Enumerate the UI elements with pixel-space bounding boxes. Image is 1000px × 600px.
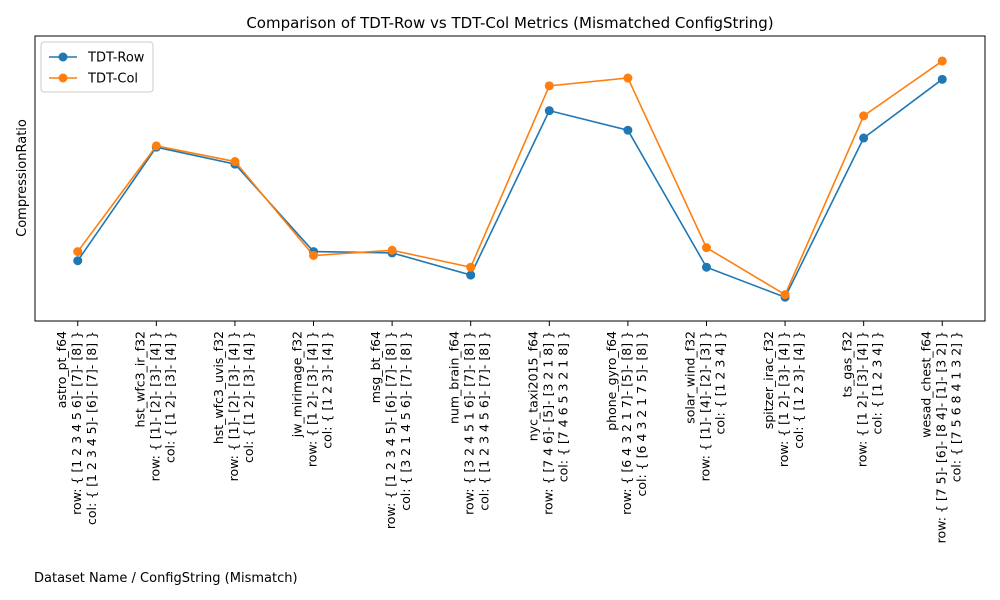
chart-title: Comparison of TDT-Row vs TDT-Col Metrics… bbox=[246, 14, 773, 32]
x-tick-label: spitzer_irac_f32row: { [1 2]- [3]- [4] }… bbox=[761, 331, 806, 467]
x-tick-label-line: nyc_taxi2015_f64 bbox=[525, 331, 540, 441]
x-tick-label-line: row: { [1]- [2]- [3]- [4] } bbox=[147, 331, 162, 481]
legend: TDT-Row TDT-Col bbox=[40, 41, 154, 93]
x-tick-label: num_brain_f64row: { [3 2 4 5 1 6]- [7]- … bbox=[447, 331, 492, 515]
x-tick-label: phone_gyro_f64row: { [6 4 3 2 1 7]- [5]-… bbox=[604, 331, 649, 515]
legend-marker bbox=[58, 52, 68, 62]
x-tick-label-line: phone_gyro_f64 bbox=[604, 331, 619, 431]
x-tick-label-line: row: { [1 2]- [3]- [4] } bbox=[305, 331, 320, 467]
data-point-tdt-col bbox=[780, 290, 790, 300]
data-point-tdt-col bbox=[151, 141, 161, 151]
x-tick-label-line: num_brain_f64 bbox=[447, 331, 462, 424]
data-point-tdt-row bbox=[466, 270, 476, 280]
data-point-tdt-row bbox=[937, 74, 947, 84]
x-tick-label-line: col: { [1 2 3 4 5]- [6]- [7]- [8] } bbox=[84, 331, 99, 525]
legend-entry: TDT-Col bbox=[87, 72, 138, 87]
x-tick-label: jw_mirimage_f32row: { [1 2]- [3]- [4] }c… bbox=[290, 331, 335, 467]
data-point-tdt-col bbox=[230, 157, 240, 167]
x-tick-label-line: col: { [1 2]- [3]- [4] } bbox=[241, 331, 256, 463]
x-tick-label-line: col: { [1 2 3 4] } bbox=[712, 331, 727, 435]
x-tick-label-line: jw_mirimage_f32 bbox=[290, 331, 305, 438]
data-point-tdt-col bbox=[937, 56, 947, 66]
x-tick-label-line: col: { [1 2 3 4 5 6]- [7]- [8] } bbox=[477, 331, 492, 511]
axes-frame bbox=[34, 35, 986, 322]
x-tick-label-line: col: { [1 2 3 4] } bbox=[870, 331, 885, 435]
x-tick-label-line: msg_bt_f64 bbox=[368, 331, 383, 403]
data-point-tdt-col bbox=[73, 247, 83, 257]
legend-entry: TDT-Row bbox=[87, 51, 145, 66]
x-tick-label-line: row: { [6 4 3 2 1 7]- [5]- [8] } bbox=[619, 331, 634, 515]
data-point-tdt-col bbox=[309, 250, 319, 260]
x-tick-label-line: col: { [6 4 3 2 1 7 5]- [8] } bbox=[634, 331, 649, 497]
x-tick-label: solar_wind_f32row: { [1]- [4]- [2]- [3] … bbox=[682, 331, 727, 481]
legend-marker bbox=[58, 73, 68, 83]
data-point-tdt-col bbox=[387, 245, 397, 255]
x-tick-label-line: row: { [1]- [2]- [3]- [4] } bbox=[226, 331, 241, 481]
x-tick-label: astro_pt_f64row: { [1 2 3 4 5 6]- [7]- [… bbox=[54, 331, 99, 525]
x-tick-label-line: row: { [1]- [4]- [2]- [3] } bbox=[697, 331, 712, 481]
x-tick-label: ts_gas_f32row: { [1 2]- [3]- [4] }col: {… bbox=[840, 331, 885, 467]
data-point-tdt-row bbox=[701, 262, 711, 272]
y-axis-label: CompressionRatio bbox=[15, 119, 30, 237]
x-tick-label-line: row: { [7 5]- [6]- [8 4]- [1]- [3 2] } bbox=[933, 331, 948, 543]
x-tick-label: wesad_chest_f64row: { [7 5]- [6]- [8 4]-… bbox=[918, 331, 963, 543]
x-tick-label-line: col: { [7 4 6 5 3 2 1 8] } bbox=[555, 331, 570, 482]
x-tick-label-line: hst_wfc3_ir_f32 bbox=[132, 331, 147, 427]
x-tick-label-line: row: { [1 2 3 4 5]- [6]- [7]- [8] } bbox=[383, 331, 398, 529]
x-tick-label: hst_wfc3_uvis_f32row: { [1]- [2]- [3]- [… bbox=[211, 331, 256, 481]
x-tick-label-line: col: { [3 2 1 4 5 6]- [7]- [8] } bbox=[398, 331, 413, 511]
data-point-tdt-col bbox=[701, 243, 711, 253]
x-axis-label: Dataset Name / ConfigString (Mismatch) bbox=[34, 571, 298, 586]
x-tick-label-line: row: { [7 4 6]- [5]- [3 2 1 8] } bbox=[540, 331, 555, 515]
x-tick-label-line: row: { [1 2 3 4 5 6]- [7]- [8] } bbox=[69, 331, 84, 515]
x-tick-label: hst_wfc3_ir_f32row: { [1]- [2]- [3]- [4]… bbox=[132, 331, 177, 481]
data-point-tdt-col bbox=[623, 73, 633, 83]
data-point-tdt-col bbox=[466, 262, 476, 272]
series-line-tdt-col bbox=[77, 60, 943, 296]
legend-box bbox=[40, 41, 154, 93]
x-tick-label-line: wesad_chest_f64 bbox=[918, 331, 933, 438]
data-point-tdt-row bbox=[623, 125, 633, 135]
x-tick-label-line: col: { [1 2 3]- [4] } bbox=[791, 331, 806, 449]
data-point-tdt-col bbox=[544, 81, 554, 91]
data-point-tdt-row bbox=[544, 106, 554, 116]
x-tick-label: msg_bt_f64row: { [1 2 3 4 5]- [6]- [7]- … bbox=[368, 331, 413, 529]
data-point-tdt-row bbox=[859, 133, 869, 143]
x-tick-label-line: col: { [1 2 3]- [4] } bbox=[320, 331, 335, 449]
x-tick-label-line: hst_wfc3_uvis_f32 bbox=[211, 331, 226, 444]
x-tick-label-line: solar_wind_f32 bbox=[682, 331, 697, 424]
x-tick-label-line: col: { [7 5 6 8 4 1 3 2] } bbox=[948, 331, 963, 482]
series-line-tdt-row bbox=[77, 78, 943, 299]
data-point-tdt-col bbox=[859, 111, 869, 121]
data-point-tdt-row bbox=[73, 256, 83, 266]
x-tick-label-line: row: { [1 2]- [3]- [4] } bbox=[776, 331, 791, 467]
x-tick-label-line: row: { [1 2]- [3]- [4] } bbox=[855, 331, 870, 467]
x-tick-label-line: spitzer_irac_f32 bbox=[761, 331, 776, 429]
x-tick-label-line: row: { [3 2 4 5 1 6]- [7]- [8] } bbox=[462, 331, 477, 515]
x-tick-label: nyc_taxi2015_f64row: { [7 4 6]- [5]- [3 … bbox=[525, 331, 570, 515]
plot-area: astro_pt_f64row: { [1 2 3 4 5 6]- [7]- [… bbox=[34, 35, 986, 543]
x-tick-label-line: ts_gas_f32 bbox=[840, 331, 855, 397]
x-tick-label-line: astro_pt_f64 bbox=[54, 331, 69, 408]
x-tick-label-line: col: { [1 2]- [3]- [4] } bbox=[162, 331, 177, 463]
